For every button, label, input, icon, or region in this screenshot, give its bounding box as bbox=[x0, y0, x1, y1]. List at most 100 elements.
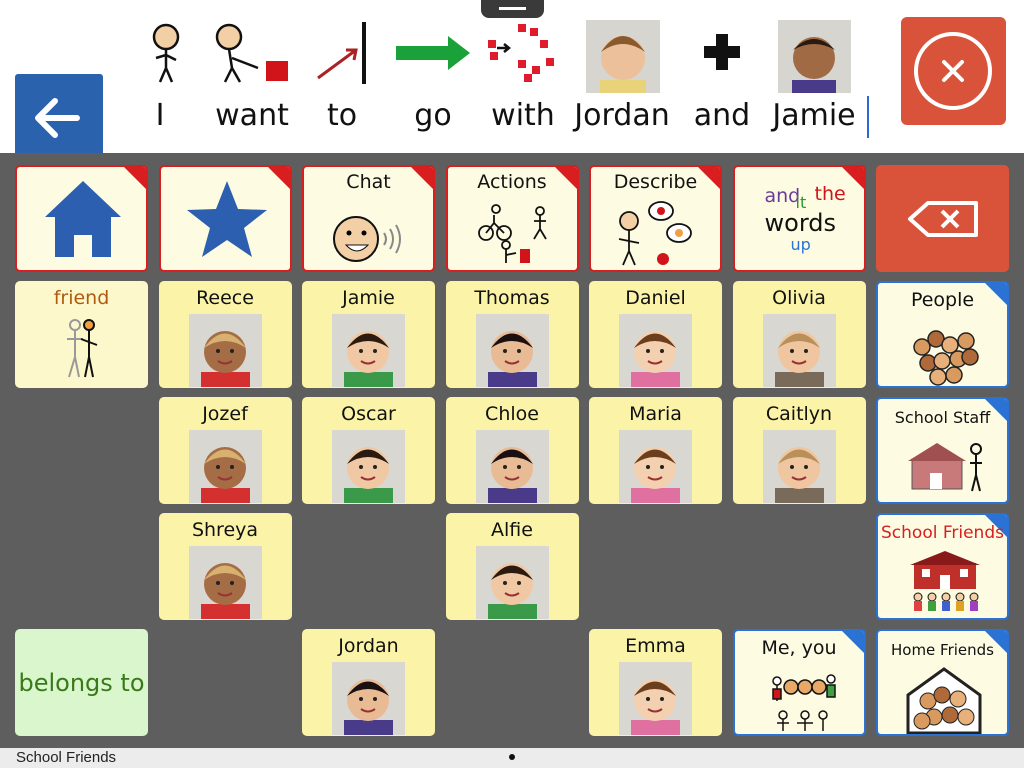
folder-button[interactable]: People bbox=[876, 281, 1009, 388]
photo bbox=[475, 546, 549, 619]
button-label: Jamie bbox=[342, 287, 395, 309]
button-label: School Staff bbox=[894, 408, 991, 427]
folder-button[interactable]: Me, you bbox=[732, 629, 866, 736]
symbol bbox=[735, 665, 864, 734]
folder-corner bbox=[411, 167, 433, 189]
folder-button[interactable]: School Staff bbox=[876, 397, 1009, 504]
symbol-word: up bbox=[790, 235, 811, 254]
person-button[interactable]: Shreya bbox=[158, 513, 292, 620]
person-button[interactable]: Jordan bbox=[302, 629, 435, 736]
person-button[interactable]: Emma bbox=[589, 629, 722, 736]
person-button[interactable]: Daniel bbox=[589, 281, 722, 388]
folder-corner bbox=[985, 283, 1007, 305]
button-label: friend bbox=[53, 287, 110, 309]
button-label: Daniel bbox=[625, 287, 686, 309]
person-button[interactable]: Caitlyn bbox=[732, 397, 866, 504]
folder-corner bbox=[267, 167, 290, 189]
symbol-word: the bbox=[814, 183, 846, 205]
button-label: Olivia bbox=[772, 287, 826, 309]
button-label: Jordan bbox=[338, 635, 399, 657]
symbol-word: it bbox=[795, 193, 807, 212]
symbol bbox=[15, 317, 148, 388]
photo bbox=[188, 314, 262, 387]
person-button[interactable]: Maria bbox=[589, 397, 722, 504]
backspace-button[interactable] bbox=[876, 165, 1009, 272]
photo bbox=[619, 430, 692, 503]
page-name: School Friends bbox=[16, 749, 117, 766]
home-button[interactable] bbox=[15, 165, 148, 272]
sentence-word: to bbox=[326, 98, 358, 133]
sentence-symbols bbox=[152, 20, 851, 93]
person-button[interactable]: Jozef bbox=[158, 397, 292, 504]
button-label: Thomas bbox=[474, 287, 550, 309]
symbol bbox=[876, 165, 1009, 272]
sentence-word: I bbox=[155, 98, 165, 133]
actions-button[interactable]: Actions bbox=[445, 165, 579, 272]
photo bbox=[188, 430, 262, 503]
button-grid: Chat Actions Describe and it the words up friend… bbox=[0, 153, 1024, 748]
person-button[interactable]: Oscar bbox=[302, 397, 435, 504]
symbol-word: and bbox=[764, 185, 801, 207]
symbol bbox=[878, 433, 1007, 502]
symbol-word: words bbox=[764, 209, 837, 237]
sentence-word: want bbox=[215, 98, 289, 133]
button-label: Maria bbox=[629, 403, 682, 425]
photo bbox=[332, 430, 405, 503]
photo bbox=[332, 314, 405, 387]
button-label: Reece bbox=[196, 287, 254, 309]
photo bbox=[762, 314, 836, 387]
words-button[interactable]: and it the words up bbox=[732, 165, 866, 272]
button-label: Actions bbox=[477, 171, 547, 193]
friend-button[interactable]: friend bbox=[15, 281, 148, 388]
symbol bbox=[878, 317, 1007, 386]
button-label: Oscar bbox=[341, 403, 396, 425]
symbol bbox=[878, 549, 1007, 618]
person-button[interactable]: Alfie bbox=[445, 513, 579, 620]
page-dot bbox=[509, 754, 515, 760]
button-label: Jozef bbox=[202, 403, 248, 425]
symbol bbox=[17, 167, 146, 270]
text-cursor bbox=[867, 96, 869, 138]
describe-button[interactable]: Describe bbox=[589, 165, 722, 272]
sentence-word: with bbox=[491, 98, 555, 133]
button-label: School Friends bbox=[881, 523, 1004, 543]
folder-button[interactable]: Home Friends bbox=[876, 629, 1009, 736]
photo bbox=[188, 546, 262, 619]
button-label: Chat bbox=[346, 171, 391, 193]
status-bar: School Friends bbox=[0, 748, 1024, 768]
button-label: Shreya bbox=[191, 519, 259, 541]
button-label: Home Friends bbox=[890, 641, 994, 659]
person-button[interactable]: Thomas bbox=[445, 281, 579, 388]
symbol bbox=[591, 193, 720, 270]
folder-corner bbox=[841, 167, 864, 189]
symbol bbox=[448, 193, 577, 270]
folder-corner bbox=[985, 631, 1007, 653]
person-button[interactable]: Reece bbox=[158, 281, 292, 388]
button-label: Describe bbox=[613, 171, 698, 193]
photo bbox=[332, 662, 405, 735]
person-button[interactable]: Jamie bbox=[302, 281, 435, 388]
photo bbox=[619, 314, 692, 387]
folder-button[interactable]: School Friends bbox=[876, 513, 1009, 620]
button-label: Chloe bbox=[485, 403, 539, 425]
folder-corner bbox=[124, 167, 146, 189]
chat-button[interactable]: Chat bbox=[302, 165, 435, 272]
person-button[interactable]: Chloe bbox=[445, 397, 579, 504]
button-label: Emma bbox=[625, 635, 686, 657]
photo bbox=[475, 314, 549, 387]
clear-button[interactable] bbox=[901, 17, 1006, 125]
favorites-button[interactable] bbox=[158, 165, 292, 272]
photo bbox=[475, 430, 549, 503]
handle[interactable] bbox=[481, 0, 544, 18]
symbol bbox=[304, 193, 433, 270]
folder-corner bbox=[554, 167, 577, 189]
person-button[interactable]: Olivia bbox=[732, 281, 866, 388]
sentence-word: go bbox=[414, 98, 452, 133]
button-label: Alfie bbox=[491, 519, 533, 541]
button-label: belongs to bbox=[18, 669, 145, 697]
belongs-to-button[interactable]: belongs to bbox=[15, 629, 148, 736]
button-label: People bbox=[910, 289, 975, 311]
back-button[interactable] bbox=[15, 74, 103, 153]
